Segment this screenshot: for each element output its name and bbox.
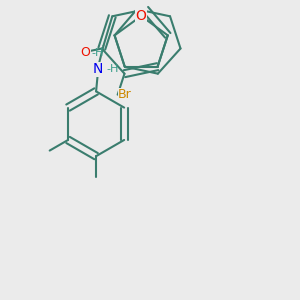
Text: O: O [80,46,90,59]
Text: -H: -H [92,48,104,58]
Text: Br: Br [118,88,132,101]
Text: O: O [136,9,147,23]
Text: N: N [92,62,103,76]
Text: -H: -H [106,64,118,74]
